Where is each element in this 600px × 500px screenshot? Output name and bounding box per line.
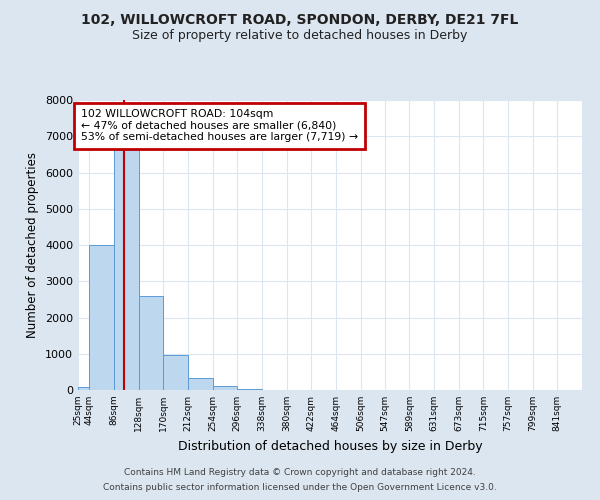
Bar <box>78 388 89 390</box>
Bar <box>89 245 114 390</box>
Bar <box>163 355 188 390</box>
Text: Contains public sector information licensed under the Open Government Licence v3: Contains public sector information licen… <box>103 483 497 492</box>
Bar <box>139 296 163 390</box>
Text: Contains HM Land Registry data © Crown copyright and database right 2024.: Contains HM Land Registry data © Crown c… <box>124 468 476 477</box>
Bar <box>114 150 139 390</box>
X-axis label: Distribution of detached houses by size in Derby: Distribution of detached houses by size … <box>178 440 482 452</box>
Text: 102, WILLOWCROFT ROAD, SPONDON, DERBY, DE21 7FL: 102, WILLOWCROFT ROAD, SPONDON, DERBY, D… <box>82 13 518 27</box>
Bar <box>188 378 212 390</box>
Bar <box>212 386 237 390</box>
Y-axis label: Number of detached properties: Number of detached properties <box>26 152 40 338</box>
Text: 102 WILLOWCROFT ROAD: 104sqm
← 47% of detached houses are smaller (6,840)
53% of: 102 WILLOWCROFT ROAD: 104sqm ← 47% of de… <box>81 109 358 142</box>
Text: Size of property relative to detached houses in Derby: Size of property relative to detached ho… <box>133 28 467 42</box>
Bar <box>237 388 262 390</box>
